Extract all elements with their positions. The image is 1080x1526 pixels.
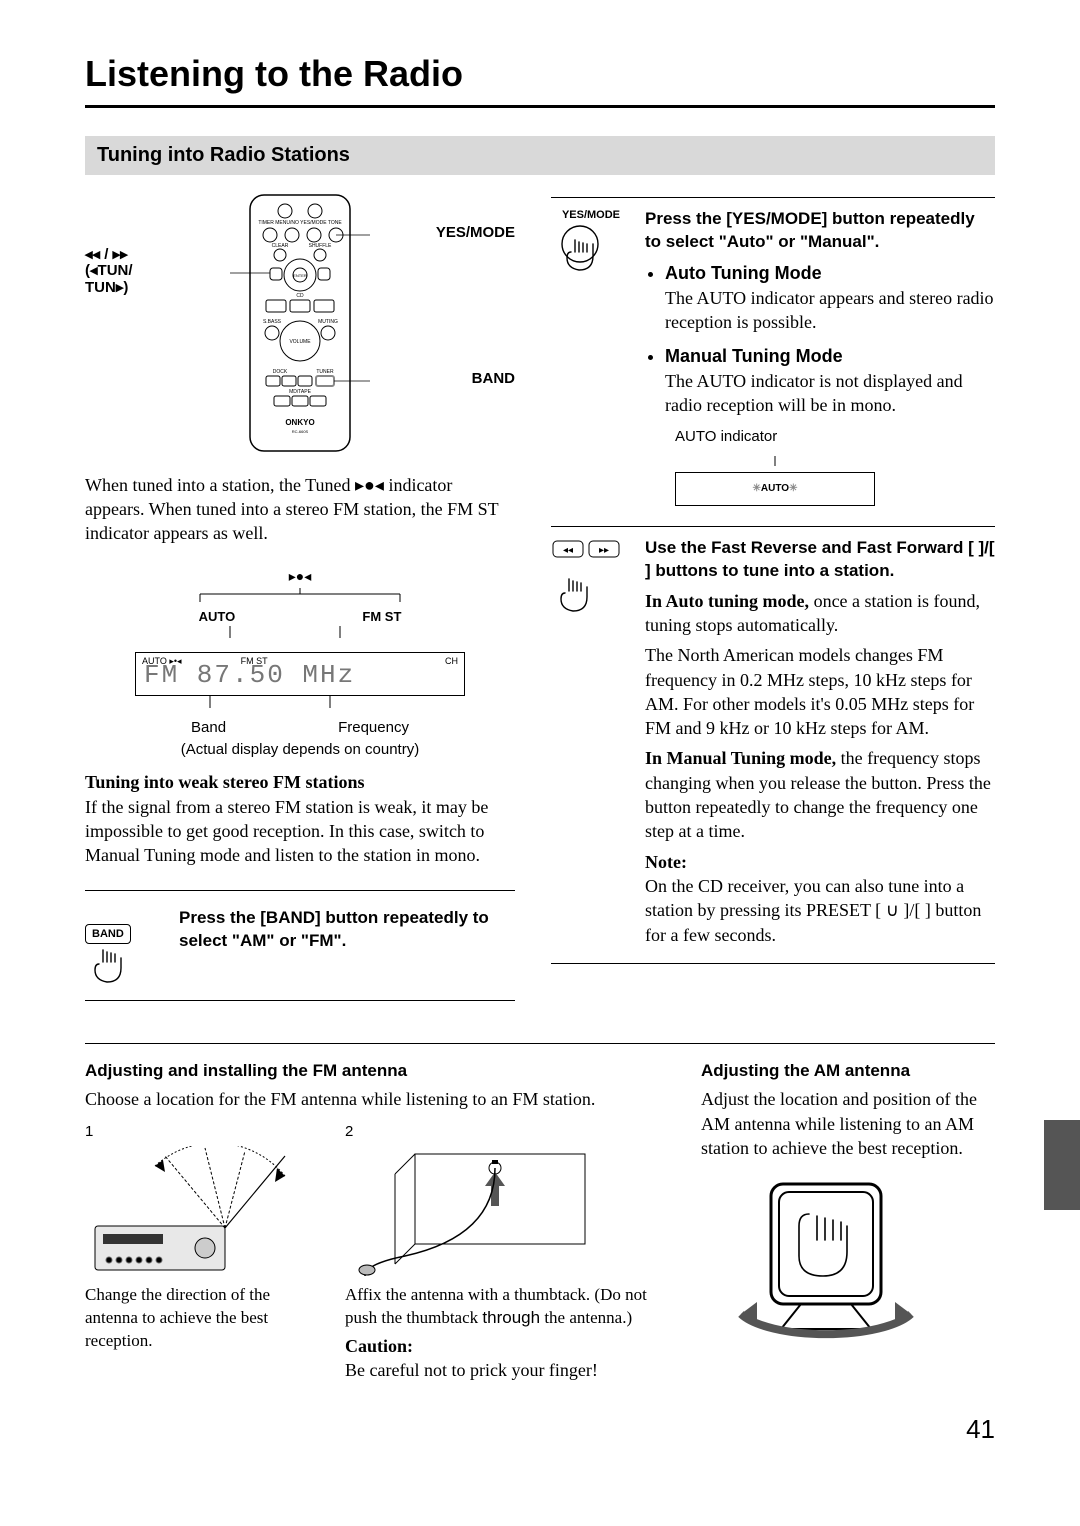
auto-ind-burst-icon: ✳ [789,482,797,496]
am-antenna-section: Adjusting the AM antenna Adjust the loca… [701,1060,995,1382]
tuned-paragraph: When tuned into a station, the Tuned ▸●◂… [85,473,515,546]
caution-text: Be careful not to prick your finger! [345,1358,665,1382]
band-button-icon: BAND [85,924,131,945]
right-column: YES/MODE Press the [YES/MODE] button rep… [551,193,995,1018]
fm-antenna-section: Adjusting and installing the FM antenna … [85,1060,665,1382]
am-loop-antenna-icon [701,1174,931,1344]
svg-text:▸▸: ▸▸ [599,545,609,556]
auto-mode-title: Auto Tuning Mode [665,263,822,283]
svg-text:SHUFFLE: SHUFFLE [309,243,332,249]
display-panel: ▸●◂ AUTO FM ST AUTO ▸•◂ FM ST C [135,563,465,760]
fig2-caption: Affix the antenna with a thumbtack. (Do … [345,1284,665,1330]
step2-heading: Use the Fast Reverse and Fast Forward [ … [645,537,995,583]
fig1-number: 1 [85,1122,315,1142]
side-tab-marker [1044,1120,1080,1210]
weak-paragraph: If the signal from a stereo FM station i… [85,795,515,868]
band-step: BAND Press the [BAND] button repeatedly … [85,907,515,985]
label-yes-mode: YES/MODE [436,225,515,242]
hand-press-icon [551,573,601,613]
page-number: 41 [85,1412,995,1447]
manual-mode-title: Manual Tuning Mode [665,346,843,366]
remote-icon: TIMER MENU/NO YES/MODE TONE CLEAR SHUFFL… [230,193,370,453]
display-band-label: Band [191,718,226,738]
band-step-text: Press the [BAND] button repeatedly to se… [179,907,515,985]
svg-text:CD: CD [296,293,304,299]
bullet-manual-mode: Manual Tuning Mode The AUTO indicator is… [665,344,995,417]
fig1-caption: Change the direction of the antenna to a… [85,1284,315,1353]
svg-text:DOCK: DOCK [273,369,288,375]
rw-ff-buttons-icon: ◂◂ ▸▸ [551,537,621,567]
svg-text:◂◂: ◂◂ [563,545,573,556]
na-para: The North American models changes FM fre… [645,643,995,740]
left-column: TIMER MENU/NO YES/MODE TONE CLEAR SHUFFL… [85,193,515,1018]
label-tun-open: (◂ [85,262,98,279]
fig2-number: 2 [345,1122,665,1142]
tick-lines-icon [160,626,440,638]
svg-text:TIMER MENU/NO YES/MODE TONE: TIMER MENU/NO YES/MODE TONE [258,220,342,226]
am-text: Adjust the location and position of the … [701,1087,995,1160]
weak-heading: Tuning into weak stereo FM stations [85,772,365,792]
display-fmst-label: FM ST [362,608,401,626]
label-band: BAND [472,371,515,388]
tick-lines-icon [160,588,440,602]
display-caption: (Actual display depends on country) [135,740,465,760]
section-heading: Tuning into Radio Stations [85,136,995,175]
round-button-icon [551,222,609,280]
ffrw-icon: ▸▸ [108,246,127,263]
svg-text:S.BASS: S.BASS [263,319,282,325]
caution-label: Caution: [345,1336,413,1356]
auto-ind-burst-icon: ✳ [753,482,761,496]
fm-heading: Adjusting and installing the FM antenna [85,1060,665,1083]
step-yes-mode: YES/MODE Press the [YES/MODE] button rep… [551,208,995,510]
auto-indicator-figure: AUTO indicator ✳ AUTO ✳ [675,427,995,506]
svg-text:TUNER: TUNER [316,369,334,375]
yes-mode-icon-label: YES/MODE [551,208,631,223]
rwff-icon: ◂◂ [85,246,104,263]
lcd-display: AUTO ▸•◂ FM ST CH FM 87.50 MHz [135,652,465,696]
tuned-indicator-icon: ▸●◂ [355,475,384,495]
fm-figure-1: 1 Change the directi [85,1122,315,1383]
tick-lines-icon [160,696,440,708]
svg-text:MD/TAPE: MD/TAPE [289,389,312,395]
auto-tune-para: In Auto tuning mode, once a station is f… [645,589,995,638]
auto-ind-caption: AUTO indicator [675,427,995,447]
step-fast-tune: ◂◂ ▸▸ Use the Fast Reverse and Fast Forw… [551,537,995,947]
display-freq-label: Frequency [338,718,409,738]
fm-intro: Choose a location for the FM antenna whi… [85,1087,665,1111]
lcd-ch-ind: CH [445,655,458,667]
fm-figure-2: 2 [345,1122,665,1383]
manual-mode-text: The AUTO indicator is not displayed and … [665,371,963,415]
svg-text:MUTING: MUTING [318,319,338,325]
tuned-tick-icon: ▸●◂ [289,570,312,585]
svg-text:ENTER: ENTER [293,273,307,278]
note-text: On the CD receiver, you can also tune in… [645,874,995,947]
auto-ind-text: AUTO [761,482,789,496]
display-auto-label: AUTO [199,608,236,626]
manual-tune-para: In Manual Tuning mode, the frequency sto… [645,746,995,843]
label-tun-close: ▸) [116,279,129,296]
hand-press-icon [85,944,135,984]
remote-diagram: TIMER MENU/NO YES/MODE TONE CLEAR SHUFFL… [85,193,515,463]
auto-mode-text: The AUTO indicator appears and stereo ra… [665,288,994,332]
svg-text:VOLUME: VOLUME [289,339,311,345]
bullet-auto-mode: Auto Tuning Mode The AUTO indicator appe… [665,261,995,334]
preset-down-icon: ∪ [886,900,899,920]
title-rule [85,105,995,108]
page-title: Listening to the Radio [85,50,995,99]
tick-line-icon [675,456,875,466]
svg-text:ONKYO: ONKYO [285,418,314,427]
lcd-frequency: FM 87.50 MHz [144,658,355,693]
am-heading: Adjusting the AM antenna [701,1060,995,1083]
svg-text:RC-660S: RC-660S [292,429,309,434]
fm-antenna-direction-icon [85,1146,295,1276]
step1-heading: Press the [YES/MODE] button repeatedly t… [645,208,995,254]
svg-text:CLEAR: CLEAR [272,243,289,249]
fm-antenna-tack-icon [345,1146,595,1276]
note-label: Note: [645,852,687,872]
